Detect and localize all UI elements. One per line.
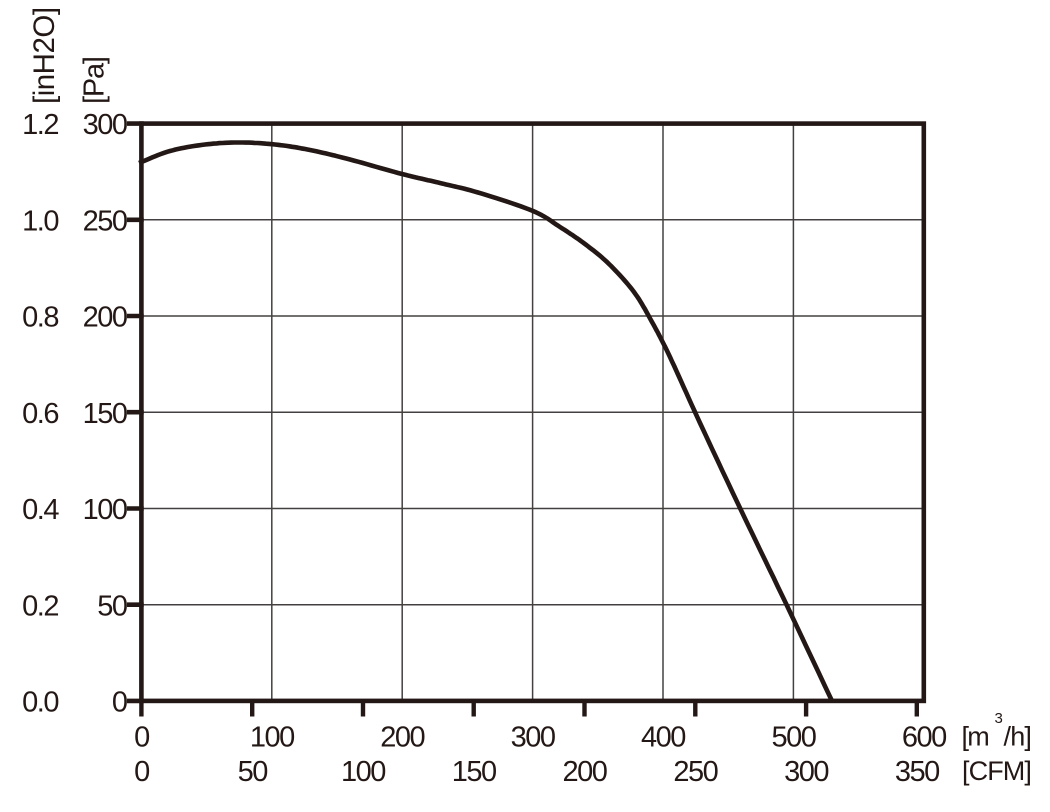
svg-text:50: 50 — [238, 756, 268, 788]
svg-text:150: 150 — [83, 398, 127, 430]
svg-text:100: 100 — [83, 494, 127, 526]
svg-text:0.4: 0.4 — [22, 494, 59, 526]
svg-text:0: 0 — [112, 687, 127, 719]
svg-text:200: 200 — [380, 721, 424, 753]
svg-text:200: 200 — [563, 756, 607, 788]
svg-text:350: 350 — [895, 756, 939, 788]
svg-text:100: 100 — [341, 756, 385, 788]
svg-text:0.0: 0.0 — [22, 687, 58, 719]
svg-text:50: 50 — [97, 590, 127, 622]
svg-text:0.2: 0.2 — [22, 590, 58, 622]
svg-text:300: 300 — [83, 109, 127, 141]
svg-text:0.6: 0.6 — [22, 398, 58, 430]
svg-text:0: 0 — [134, 756, 149, 788]
svg-text:600: 600 — [902, 721, 946, 753]
svg-text:500: 500 — [771, 721, 815, 753]
svg-text:200: 200 — [83, 302, 127, 334]
svg-text:250: 250 — [83, 205, 127, 237]
svg-text:1.2: 1.2 — [22, 109, 58, 141]
svg-text:[m: [m — [962, 721, 989, 751]
svg-text:250: 250 — [673, 756, 717, 788]
svg-text:100: 100 — [250, 721, 294, 753]
svg-text:[CFM]: [CFM] — [962, 756, 1031, 786]
svg-text:300: 300 — [784, 756, 828, 788]
svg-text:150: 150 — [452, 756, 496, 788]
svg-text:1.0: 1.0 — [22, 205, 58, 237]
svg-text:400: 400 — [641, 721, 685, 753]
svg-text:[inH2O]: [inH2O] — [28, 7, 61, 104]
svg-text:0.8: 0.8 — [22, 302, 58, 334]
svg-text:[Pa]: [Pa] — [79, 57, 111, 104]
svg-text:/h]: /h] — [1004, 721, 1032, 751]
svg-text:0: 0 — [134, 721, 149, 753]
svg-text:300: 300 — [511, 721, 555, 753]
svg-text:3: 3 — [995, 710, 1003, 727]
